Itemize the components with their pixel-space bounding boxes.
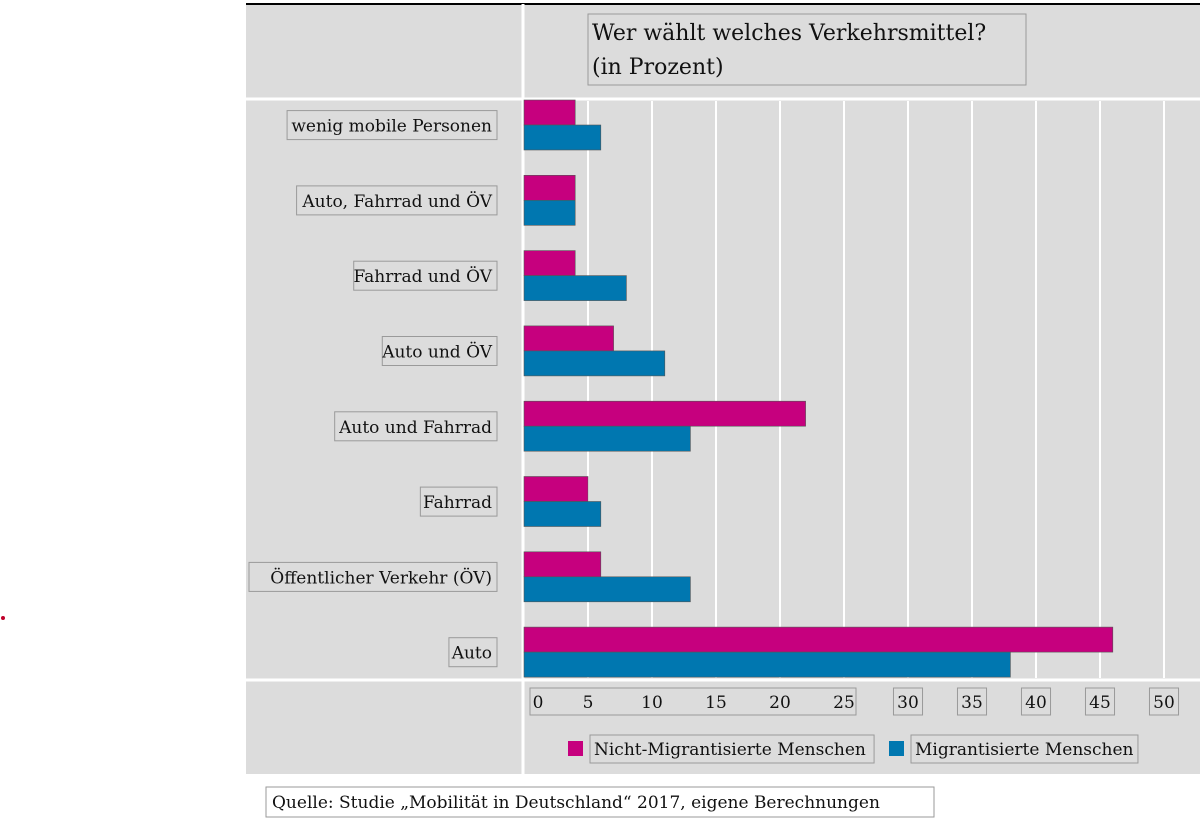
bar-migrantisiert bbox=[523, 350, 666, 377]
category-label: Auto und Fahrrad bbox=[338, 418, 492, 438]
bar-migrantisiert bbox=[523, 576, 691, 603]
tick-box bbox=[1148, 687, 1180, 716]
category-label-box bbox=[419, 486, 498, 517]
bar-migrantisiert bbox=[523, 275, 627, 301]
tick-box bbox=[1084, 687, 1116, 716]
category-label: wenig mobile Personen bbox=[291, 117, 492, 137]
x-tick-label: 15 bbox=[705, 693, 727, 713]
chart-title: Wer wählt welches Verkehrsmittel? bbox=[592, 21, 986, 46]
bar-nicht-migrantisiert bbox=[523, 175, 576, 201]
legend-swatch bbox=[889, 741, 904, 756]
bar-nicht-migrantisiert bbox=[523, 250, 576, 276]
legend-label-box bbox=[910, 734, 1139, 764]
category-label-box bbox=[286, 110, 498, 141]
bar-nicht-migrantisiert bbox=[523, 99, 576, 126]
bar-migrantisiert bbox=[523, 200, 576, 226]
category-label: Auto und ÖV bbox=[381, 342, 493, 363]
source-box bbox=[265, 786, 935, 818]
tick-box bbox=[956, 687, 988, 716]
bar-nicht-migrantisiert bbox=[523, 400, 806, 427]
category-label: Auto bbox=[451, 644, 492, 664]
source-note: Quelle: Studie „Mobilität in Deutschland… bbox=[272, 793, 880, 813]
x-tick-label: 5 bbox=[583, 693, 594, 713]
tick-box bbox=[1020, 687, 1052, 716]
x-tick-label: 50 bbox=[1153, 693, 1175, 713]
title-box bbox=[587, 13, 1027, 86]
bar-migrantisiert bbox=[523, 124, 602, 151]
tick-box bbox=[529, 687, 857, 716]
category-label-box bbox=[381, 336, 498, 366]
x-tick-label: 35 bbox=[961, 693, 983, 713]
x-tick-label: 40 bbox=[1025, 693, 1047, 713]
bar-nicht-migrantisiert bbox=[523, 626, 1114, 653]
red-dot bbox=[1, 616, 5, 620]
x-tick-label: 10 bbox=[641, 693, 663, 713]
bar-migrantisiert bbox=[523, 425, 691, 452]
legend-label-box bbox=[589, 734, 875, 764]
category-label-box bbox=[296, 185, 498, 216]
tick-box bbox=[892, 687, 924, 716]
bar-nicht-migrantisiert bbox=[523, 551, 602, 578]
bar-migrantisiert bbox=[523, 501, 602, 527]
category-label-box bbox=[448, 637, 498, 668]
category-label: Fahrrad bbox=[423, 493, 492, 513]
legend-swatch bbox=[568, 741, 583, 756]
bar-nicht-migrantisiert bbox=[523, 476, 589, 502]
category-label: Fahrrad und ÖV bbox=[354, 266, 493, 287]
x-tick-label: 20 bbox=[769, 693, 791, 713]
category-label: Auto, Fahrrad und ÖV bbox=[301, 191, 492, 212]
category-label: Öffentlicher Verkehr (ÖV) bbox=[270, 567, 492, 588]
legend-label: Nicht-Migrantisierte Menschen bbox=[594, 740, 866, 760]
legend-label: Migrantisierte Menschen bbox=[915, 740, 1134, 760]
category-label-box bbox=[334, 411, 498, 442]
category-label-box bbox=[248, 561, 498, 592]
x-tick-label: 25 bbox=[833, 693, 855, 713]
x-tick-label: 45 bbox=[1089, 693, 1111, 713]
x-tick-label: 30 bbox=[897, 693, 919, 713]
x-tick-label: 0 bbox=[533, 693, 544, 713]
bar-nicht-migrantisiert bbox=[523, 325, 614, 352]
chart-subtitle: (in Prozent) bbox=[592, 55, 724, 80]
bar-migrantisiert bbox=[523, 651, 1011, 678]
category-label-box bbox=[353, 260, 498, 291]
